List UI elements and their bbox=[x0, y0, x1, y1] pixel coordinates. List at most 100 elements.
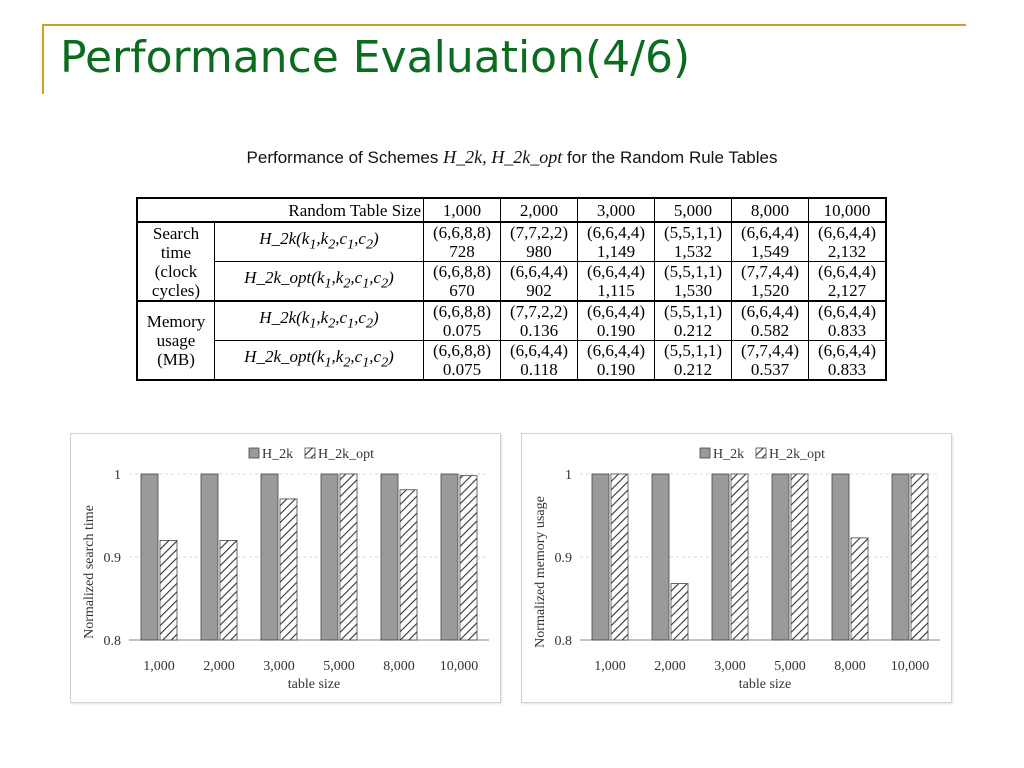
bar-h2k bbox=[831, 473, 850, 641]
caption-prefix: Performance of Schemes bbox=[246, 148, 439, 167]
size-header-cell: 10,000 bbox=[808, 197, 887, 223]
scheme-name: H_2k_opt(k1,k2,c1,c2) bbox=[214, 340, 424, 381]
legend-swatch-h2k-opt bbox=[755, 447, 767, 459]
x-axis-label: table size bbox=[739, 677, 791, 692]
legend-swatch-h2k-opt bbox=[304, 447, 316, 459]
group-label: Memory usage (MB) bbox=[136, 300, 215, 381]
value-cell: (6,6,4,4) 1,149 bbox=[577, 221, 655, 262]
value-cell: (6,6,8,8) 670 bbox=[423, 261, 501, 302]
group-label: Search time (clock cycles) bbox=[136, 221, 215, 302]
value-cell: (6,6,4,4) 2,132 bbox=[808, 221, 887, 262]
value-cell: (6,6,4,4) 0.833 bbox=[808, 340, 887, 381]
bar-h2k bbox=[140, 473, 159, 641]
memory-usage-chart-svg: 0.8 0.9 1 1,000 2,000 3,000 5,000 8,000 10,000 ta… bbox=[530, 434, 940, 692]
bar-h2k bbox=[591, 473, 610, 641]
value-cell: (5,5,1,1) 0.212 bbox=[654, 300, 732, 341]
x-tick-label: 3,000 bbox=[714, 659, 746, 674]
legend-label-h2k: H_2k bbox=[713, 447, 744, 462]
table-row: Memory usage (MB) H_2k(k1,k2,c1,c2) (6,6,8,8… bbox=[136, 300, 887, 381]
x-tick-label: 2,000 bbox=[203, 659, 235, 674]
value-cell: (7,7,2,2) 0.136 bbox=[500, 300, 578, 341]
table-corner-cell bbox=[136, 197, 215, 223]
title-rule-left bbox=[42, 24, 44, 94]
legend-label-h2k: H_2k bbox=[262, 447, 293, 462]
value-cell: (6,6,4,4) 0.582 bbox=[731, 300, 809, 341]
bar-h2k bbox=[440, 473, 459, 641]
scheme-name: H_2k_opt(k1,k2,c1,c2) bbox=[214, 261, 424, 302]
y-tick-label: 1 bbox=[114, 468, 121, 483]
x-tick-label: 10,000 bbox=[440, 659, 479, 674]
value-cell: (6,6,4,4) 1,549 bbox=[731, 221, 809, 262]
value-cell: (6,6,4,4) 0.118 bbox=[500, 340, 578, 381]
bar-h2k-opt bbox=[850, 537, 869, 641]
bar-h2k-opt bbox=[459, 475, 478, 641]
bar-h2k-opt bbox=[279, 498, 298, 641]
bar-h2k-opt bbox=[610, 473, 629, 641]
value-cell: (7,7,2,2) 980 bbox=[500, 221, 578, 262]
caption-suffix: for the Random Rule Tables bbox=[567, 148, 778, 167]
value-cell: (7,7,4,4) 0.537 bbox=[731, 340, 809, 381]
x-axis-label: table size bbox=[288, 677, 340, 692]
value-cell: (6,6,4,4) 0.190 bbox=[577, 300, 655, 341]
bar-h2k bbox=[771, 473, 790, 641]
performance-table: Random Table Size 1,000 2,000 3,000 5,000 8,0… bbox=[136, 197, 887, 381]
table-caption: Performance of Schemes H_2k, H_2k_opt fo… bbox=[0, 147, 1024, 168]
value-cell: (5,5,1,1) 0.212 bbox=[654, 340, 732, 381]
size-header: Random Table Size bbox=[214, 197, 424, 223]
x-tick-label: 2,000 bbox=[654, 659, 686, 674]
bar-h2k bbox=[651, 473, 670, 641]
table-header-row: Random Table Size 1,000 2,000 3,000 5,000 8,0… bbox=[136, 197, 887, 223]
value-cell: (7,7,4,4) 1,520 bbox=[731, 261, 809, 302]
size-header-cell: 2,000 bbox=[500, 197, 578, 223]
legend-swatch-h2k bbox=[248, 447, 260, 459]
bar-h2k bbox=[711, 473, 730, 641]
x-tick-label: 1,000 bbox=[594, 659, 626, 674]
legend-swatch-h2k bbox=[699, 447, 711, 459]
value-cell: (6,6,4,4) 0.833 bbox=[808, 300, 887, 341]
bar-h2k-opt bbox=[159, 540, 178, 641]
table-row: H_2k_opt(k1,k2,c1,c2) (6,6,8,8) 670 (6,6,4,… bbox=[137, 261, 887, 302]
value-cell: (5,5,1,1) 1,532 bbox=[654, 221, 732, 262]
bar-h2k-opt bbox=[790, 473, 809, 641]
value-cell: (6,6,8,8) 0.075 bbox=[423, 340, 501, 381]
search-time-chart: 0.8 0.9 1 1,000 2,000 3,000 5,000 8,000 10,000 ta… bbox=[70, 433, 501, 703]
bar-h2k-opt bbox=[339, 473, 358, 641]
y-axis-label: Normalized search time bbox=[82, 505, 97, 639]
size-header-cell: 3,000 bbox=[577, 197, 655, 223]
caption-scheme-1: H_2k, bbox=[443, 147, 487, 167]
value-cell: (6,6,4,4) 0.190 bbox=[577, 340, 655, 381]
y-tick-label: 0.9 bbox=[555, 551, 573, 566]
scheme-name: H_2k(k1,k2,c1,c2) bbox=[214, 300, 424, 341]
size-header-cell: 8,000 bbox=[731, 197, 809, 223]
bar-h2k-opt bbox=[730, 473, 749, 641]
x-tick-label: 3,000 bbox=[263, 659, 295, 674]
y-tick-label: 1 bbox=[565, 468, 572, 483]
table-row: H_2k_opt(k1,k2,c1,c2) (6,6,8,8) 0.075 (6,6,… bbox=[137, 340, 887, 381]
x-tick-label: 5,000 bbox=[323, 659, 355, 674]
search-time-chart-svg: 0.8 0.9 1 1,000 2,000 3,000 5,000 8,000 10,000 ta… bbox=[79, 434, 489, 692]
bar-h2k-opt bbox=[219, 540, 238, 641]
slide-title: Performance Evaluation(4/6) bbox=[60, 32, 691, 83]
value-cell: (6,6,8,8) 0.075 bbox=[423, 300, 501, 341]
x-tick-label: 8,000 bbox=[383, 659, 415, 674]
bar-h2k bbox=[380, 473, 399, 641]
x-tick-label: 10,000 bbox=[891, 659, 930, 674]
bar-h2k bbox=[260, 473, 279, 641]
scheme-name: H_2k(k1,k2,c1,c2) bbox=[214, 221, 424, 262]
legend-label-h2k-opt: H_2k_opt bbox=[769, 447, 825, 462]
bar-h2k bbox=[320, 473, 339, 641]
caption-scheme-2: H_2k_opt bbox=[491, 147, 563, 167]
value-cell: (6,6,4,4) 1,115 bbox=[577, 261, 655, 302]
table-row: Search time (clock cycles) H_2k(k1,k2,c1,c2)… bbox=[136, 221, 887, 302]
bar-h2k-opt bbox=[670, 583, 689, 641]
value-cell: (5,5,1,1) 1,530 bbox=[654, 261, 732, 302]
y-tick-label: 0.8 bbox=[104, 634, 122, 649]
bar-h2k bbox=[891, 473, 910, 641]
value-cell: (6,6,4,4) 902 bbox=[500, 261, 578, 302]
y-tick-label: 0.8 bbox=[555, 634, 573, 649]
bar-h2k-opt bbox=[399, 489, 418, 641]
legend-label-h2k-opt: H_2k_opt bbox=[318, 447, 374, 462]
bar-h2k-opt bbox=[910, 473, 929, 641]
memory-usage-chart: 0.8 0.9 1 1,000 2,000 3,000 5,000 8,000 10,000 ta… bbox=[521, 433, 952, 703]
value-cell: (6,6,8,8) 728 bbox=[423, 221, 501, 262]
